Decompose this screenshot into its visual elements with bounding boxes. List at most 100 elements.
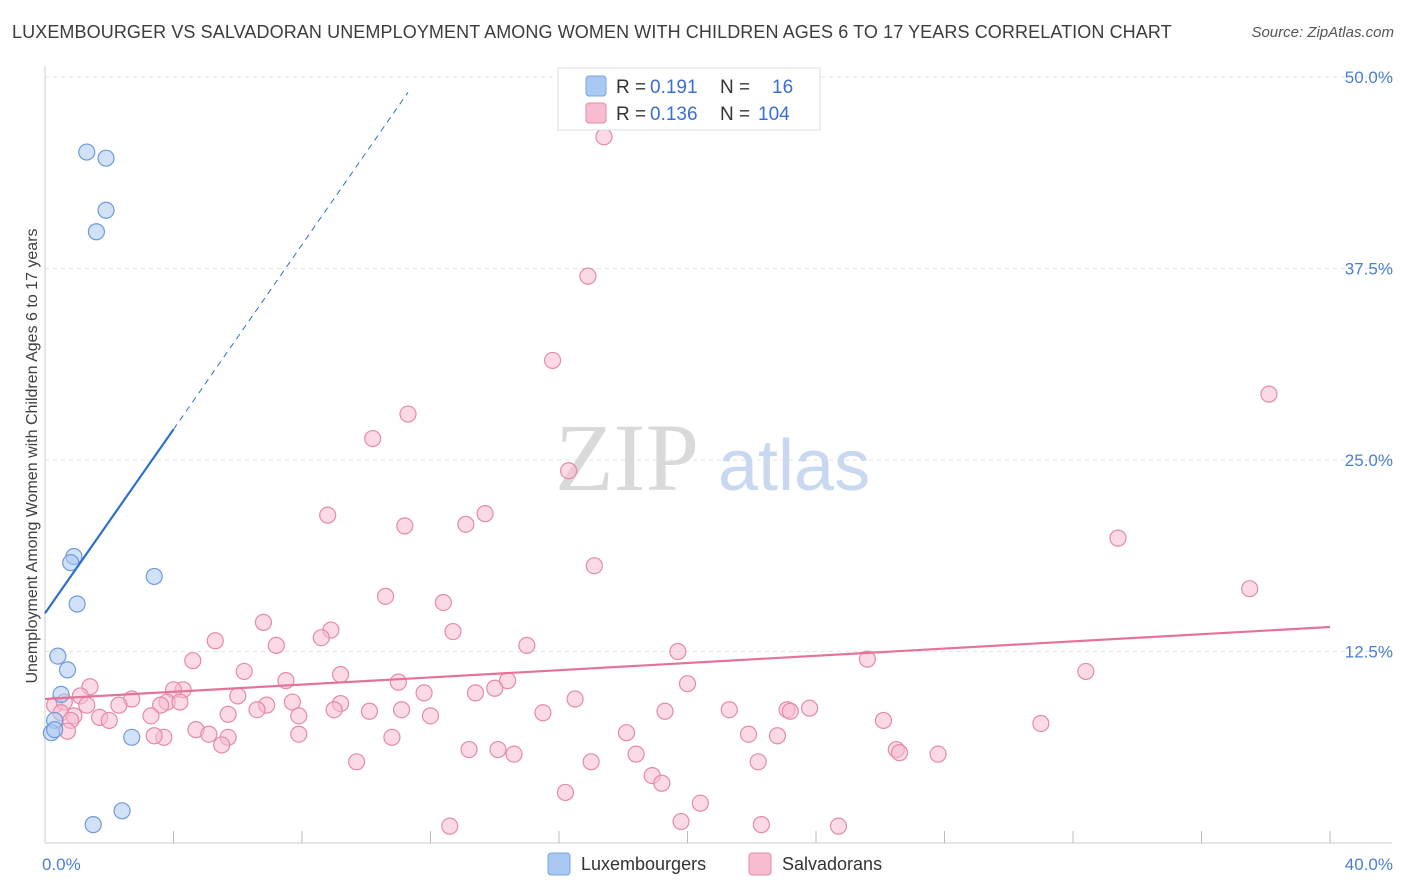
point-salvadorans-71 xyxy=(800,699,819,717)
point-salvadorans-14 xyxy=(376,587,395,605)
point-luxembourgers-15 xyxy=(113,802,131,820)
point-salvadorans-70 xyxy=(781,702,799,720)
point-salvadorans-39 xyxy=(229,687,247,705)
point-salvadorans-84 xyxy=(213,736,231,754)
point-salvadorans-7 xyxy=(319,506,337,524)
point-salvadorans-81 xyxy=(617,724,636,742)
point-salvadorans-20 xyxy=(206,632,224,650)
point-salvadorans-55 xyxy=(325,701,343,719)
point-salvadorans-23 xyxy=(669,642,687,661)
x-tick-label-0: 0.0% xyxy=(42,855,81,874)
point-salvadorans-88 xyxy=(505,745,523,763)
point-salvadorans-6 xyxy=(560,462,578,480)
point-luxembourgers-6 xyxy=(68,595,86,613)
point-salvadorans-16 xyxy=(254,613,273,631)
point-salvadorans-48 xyxy=(110,696,128,714)
point-salvadorans-89 xyxy=(627,745,645,763)
legend-n-label: N = xyxy=(720,77,750,98)
point-salvadorans-8 xyxy=(396,517,414,535)
trend-layer xyxy=(44,92,1331,701)
bottom-legend: Luxembourgers Salvadorans xyxy=(547,852,882,876)
points-layer xyxy=(42,128,1278,835)
point-luxembourgers-2 xyxy=(97,201,115,219)
legend: R = 0.191 N = 16 R = 0.136 N = 104 xyxy=(557,67,821,131)
point-salvadorans-32 xyxy=(678,675,697,693)
point-salvadorans-53 xyxy=(171,693,189,711)
legend-n-value-salvadorans: 104 xyxy=(758,104,790,125)
point-salvadorans-54 xyxy=(248,701,266,719)
trendline-luxembourgers xyxy=(44,428,175,614)
point-salvadorans-9 xyxy=(457,515,475,533)
point-salvadorans-47 xyxy=(78,696,96,714)
point-salvadorans-0 xyxy=(595,128,613,146)
point-salvadorans-4 xyxy=(399,405,417,423)
point-salvadorans-46 xyxy=(283,693,301,711)
point-salvadorans-19 xyxy=(312,629,330,647)
point-salvadorans-1 xyxy=(579,267,597,285)
point-salvadorans-95 xyxy=(582,753,600,771)
point-salvadorans-100 xyxy=(672,812,690,831)
point-salvadorans-72 xyxy=(874,711,893,730)
point-salvadorans-68 xyxy=(720,701,738,719)
point-salvadorans-83 xyxy=(768,727,787,745)
legend-r-label: R = xyxy=(616,77,646,98)
point-luxembourgers-10 xyxy=(52,685,70,703)
point-luxembourgers-13 xyxy=(46,721,64,739)
point-salvadorans-22 xyxy=(518,636,536,654)
point-salvadorans-73 xyxy=(1032,714,1050,733)
y-axis-title: Unemployment Among Women with Children A… xyxy=(24,228,41,683)
point-salvadorans-26 xyxy=(235,662,253,681)
point-salvadorans-66 xyxy=(534,704,552,722)
point-salvadorans-24 xyxy=(858,650,877,668)
point-salvadorans-5 xyxy=(364,429,382,448)
point-salvadorans-30 xyxy=(389,673,407,691)
point-salvadorans-99 xyxy=(691,794,709,812)
point-salvadorans-103 xyxy=(829,817,848,835)
point-salvadorans-86 xyxy=(460,740,478,759)
legend-r-value-salvadorans: 0.136 xyxy=(650,104,698,125)
point-luxembourgers-8 xyxy=(49,647,67,665)
point-salvadorans-18 xyxy=(444,622,462,641)
point-salvadorans-77 xyxy=(200,725,218,743)
grid-layer xyxy=(45,76,1392,652)
point-salvadorans-61 xyxy=(100,711,118,730)
point-luxembourgers-5 xyxy=(62,554,80,572)
watermark-zip: ZIP xyxy=(555,404,699,511)
point-salvadorans-28 xyxy=(331,665,350,684)
point-salvadorans-93 xyxy=(929,745,947,763)
point-salvadorans-56 xyxy=(360,702,379,720)
point-salvadorans-52 xyxy=(152,696,170,714)
legend-r-value-luxembourgers: 0.191 xyxy=(650,77,698,98)
point-salvadorans-82 xyxy=(739,725,758,743)
point-salvadorans-62 xyxy=(142,707,160,725)
point-salvadorans-92 xyxy=(890,744,909,762)
point-salvadorans-25 xyxy=(184,652,202,670)
point-salvadorans-37 xyxy=(415,684,433,702)
point-salvadorans-64 xyxy=(290,707,308,725)
point-salvadorans-15 xyxy=(434,593,452,612)
legend-n-label: N = xyxy=(720,104,750,125)
y-tick-label-2: 25.0% xyxy=(1345,451,1393,470)
point-salvadorans-97 xyxy=(653,774,671,792)
point-luxembourgers-1 xyxy=(97,149,115,167)
point-salvadorans-87 xyxy=(489,740,507,759)
point-salvadorans-65 xyxy=(421,707,440,725)
point-luxembourgers-9 xyxy=(58,661,77,679)
point-salvadorans-67 xyxy=(656,702,674,720)
point-salvadorans-102 xyxy=(752,816,770,834)
axis-layer: 50.0% 37.5% 25.0% 12.5% 0.0% 40.0% xyxy=(42,66,1393,874)
point-salvadorans-63 xyxy=(219,705,237,723)
point-salvadorans-2 xyxy=(543,351,562,370)
legend-r-label: R = xyxy=(616,104,646,125)
y-tick-label-1: 37.5% xyxy=(1345,260,1393,279)
point-salvadorans-98 xyxy=(556,783,575,802)
point-luxembourgers-14 xyxy=(123,728,141,746)
y-tick-label-0: 50.0% xyxy=(1345,68,1393,87)
point-salvadorans-101 xyxy=(441,817,459,835)
point-salvadorans-38 xyxy=(486,679,504,697)
legend-swatch-salvadorans xyxy=(585,102,607,124)
point-salvadorans-80 xyxy=(383,728,401,746)
point-luxembourgers-16 xyxy=(84,816,102,834)
point-luxembourgers-3 xyxy=(87,223,106,241)
